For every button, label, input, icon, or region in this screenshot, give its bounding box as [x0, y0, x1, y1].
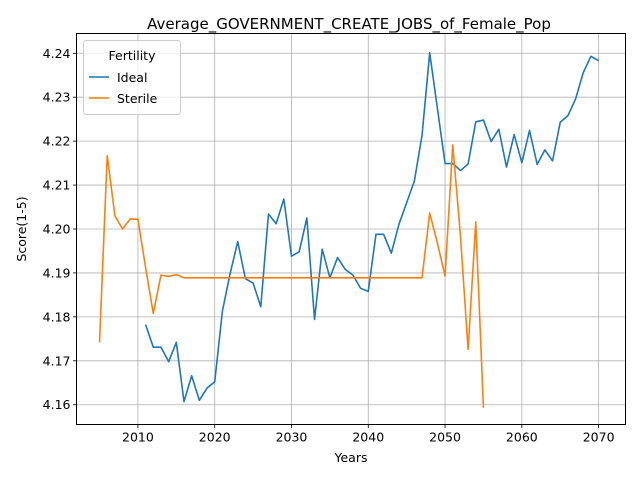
y-axis-ticks: 4.16 4.17 4.18 4.19 4.20 4.21 4.22 4.23 4.24	[43, 46, 77, 412]
series-lines	[98, 52, 600, 408]
y-tick-label: 4.20	[43, 222, 71, 237]
x-tick-label: 2030	[276, 430, 308, 445]
legend-label-ideal: Ideal	[117, 70, 147, 85]
y-tick-label: 4.23	[43, 90, 71, 105]
legend-title: Fertility	[109, 48, 157, 63]
y-tick-label: 4.18	[43, 309, 71, 324]
x-tick-label: 2010	[122, 430, 154, 445]
series-line-sterile	[98, 144, 485, 408]
x-tick-label: 2040	[352, 430, 384, 445]
y-tick-label: 4.16	[43, 397, 71, 412]
x-axis-label: Years	[334, 450, 368, 465]
x-tick-label: 2020	[199, 430, 231, 445]
x-axis-ticks: 2010 2020 2030 2040 2050 2060 2070	[122, 424, 615, 445]
x-tick-label: 2070	[583, 430, 615, 445]
x-tick-label: 2060	[506, 430, 538, 445]
y-axis-label: Score(1-5)	[14, 196, 29, 261]
legend: Fertility Ideal Sterile	[83, 40, 181, 115]
series-line-ideal	[144, 52, 600, 403]
x-tick-label: 2050	[429, 430, 461, 445]
chart-title: Average_GOVERNMENT_CREATE_JOBS_of_Female…	[147, 15, 551, 34]
y-tick-label: 4.24	[43, 46, 71, 61]
y-tick-label: 4.21	[43, 178, 71, 193]
y-tick-label: 4.19	[43, 265, 71, 280]
legend-label-sterile: Sterile	[117, 91, 158, 106]
y-tick-label: 4.17	[43, 353, 71, 368]
y-tick-label: 4.22	[43, 134, 71, 149]
legend-box	[83, 40, 181, 115]
